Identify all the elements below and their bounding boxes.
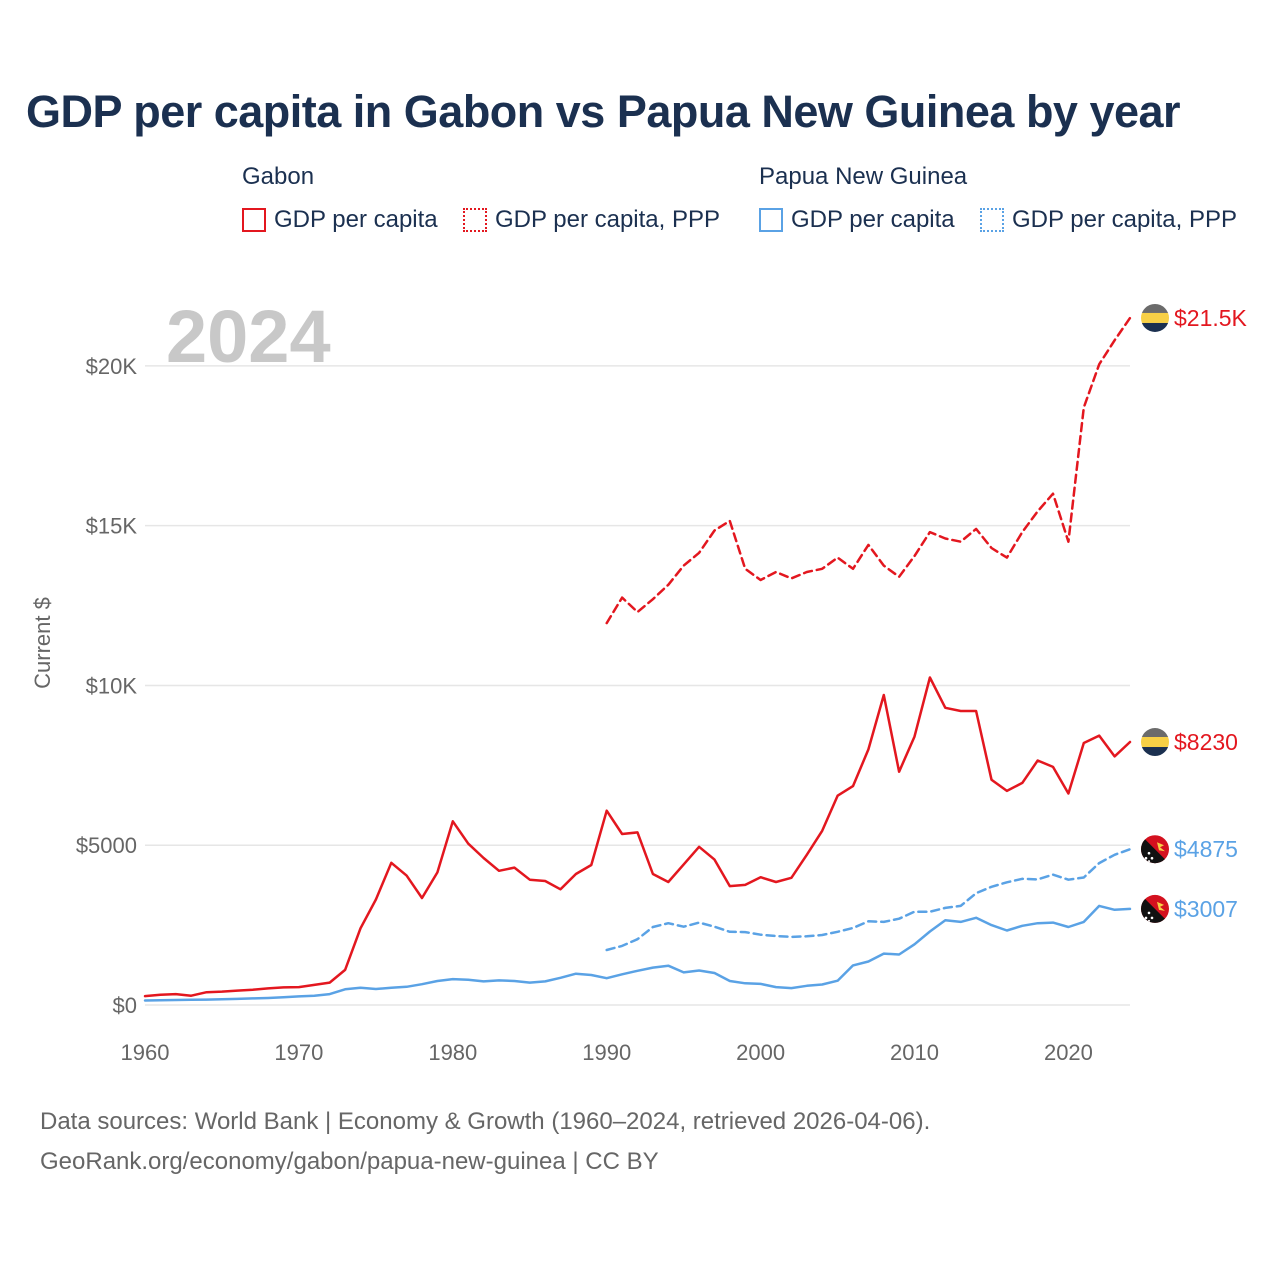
x-tick-label: 1970 [274,1040,323,1065]
x-tick-label: 2000 [736,1040,785,1065]
y-tick-label: $20K [86,354,138,379]
end-value-label: $21.5K [1174,305,1248,331]
gabon-flag-icon [1141,303,1169,332]
legend-label: GDP per capita, PPP [495,206,720,233]
legend-item-gabon-gdp-ppp[interactable]: GDP per capita, PPP [463,206,720,234]
x-tick-label: 2020 [1044,1040,1093,1065]
y-axis-title: Current $ [30,597,55,689]
gabon-flag-icon [1141,728,1169,757]
y-tick-label: $5000 [76,833,137,858]
footer-link[interactable]: GeoRank.org/economy/gabon/papua-new-guin… [40,1148,659,1175]
chart-title: GDP per capita in Gabon vs Papua New Gui… [26,86,1181,137]
legend-label: GDP per capita [274,206,438,233]
legend-swatch-solid [759,208,783,232]
papua-new-guinea-flag-icon [1141,835,1169,864]
legend-swatch-dotted [980,208,1004,232]
footer-sources: Data sources: World Bank | Economy & Gro… [40,1108,931,1135]
legend-label: GDP per capita [791,206,955,233]
x-tick-label: 1990 [582,1040,631,1065]
legend-item-gabon-gdp[interactable]: GDP per capita [242,206,438,234]
series-line-gabon-gdp-per-capita-ppp[interactable] [605,316,1132,625]
papua-new-guinea-flag-icon [1141,894,1169,923]
legend-swatch-solid [242,208,266,232]
legend-item-png-gdp-ppp[interactable]: GDP per capita, PPP [980,206,1237,234]
end-value-label: $8230 [1174,729,1238,755]
legend-group-gabon: Gabon [242,163,315,190]
year-watermark: 2024 [166,295,331,378]
legend-label: GDP per capita, PPP [1012,206,1237,233]
legend-item-png-gdp[interactable]: GDP per capita [759,206,955,234]
series-line-papua-new-guinea-gdp-per-capita[interactable] [143,904,1132,1002]
series-line-papua-new-guinea-gdp-per-capita-ppp[interactable] [605,847,1132,952]
y-tick-label: $0 [113,993,137,1018]
x-tick-label: 2010 [890,1040,939,1065]
end-value-label: $3007 [1174,896,1238,922]
x-tick-label: 1960 [121,1040,170,1065]
series-line-gabon-gdp-per-capita[interactable] [143,676,1132,998]
legend-swatch-dotted [463,208,487,232]
legend-group-papua-new-guinea: Papua New Guinea [759,163,968,190]
y-tick-label: $15K [86,514,138,539]
end-value-label: $4875 [1174,836,1238,862]
x-tick-label: 1980 [428,1040,477,1065]
y-tick-label: $10K [86,673,138,698]
